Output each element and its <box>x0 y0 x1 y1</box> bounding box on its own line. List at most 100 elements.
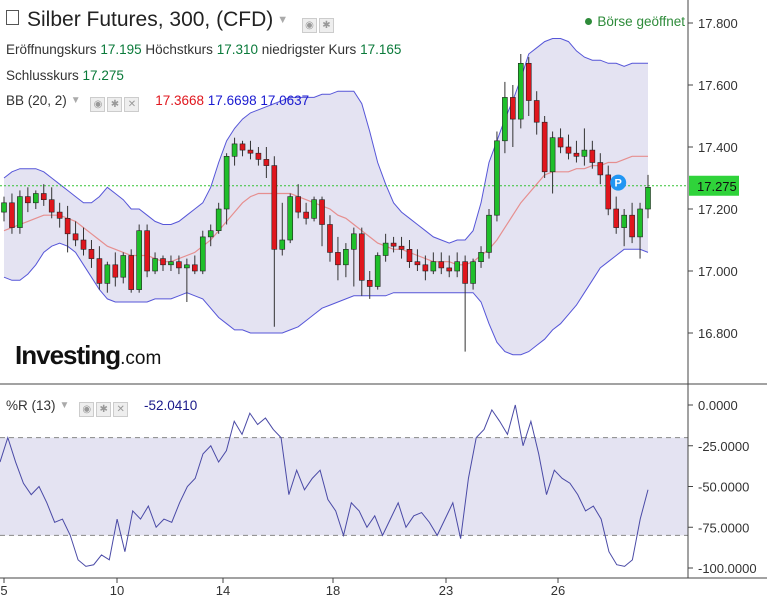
price-tick-label: 17.600 <box>698 78 738 93</box>
eye-icon[interactable]: ◉ <box>79 402 95 417</box>
candle-body <box>613 208 619 228</box>
status-dot-icon <box>585 18 593 25</box>
candle-body <box>454 261 460 272</box>
candle-body <box>398 245 405 250</box>
market-status: Börse geöffnet <box>585 14 685 29</box>
wr-band-fill <box>0 437 688 536</box>
candle-body <box>40 193 47 200</box>
candle-body <box>9 202 15 228</box>
candle-body <box>358 233 365 281</box>
williams-r-pane[interactable] <box>0 404 688 567</box>
bb-tools: ◉ ✱ ✕ <box>90 93 141 112</box>
candle-body <box>382 242 389 256</box>
candle-body <box>239 143 246 151</box>
candle-body <box>525 62 532 101</box>
candle-body <box>470 261 476 284</box>
eye-icon[interactable]: ◉ <box>301 18 317 33</box>
time-tick-label: 14 <box>216 583 230 598</box>
price-tick-label: 17.800 <box>698 16 738 31</box>
wr-tools: ◉ ✱ ✕ <box>79 398 130 417</box>
candle-body <box>430 261 437 272</box>
candle-body <box>136 230 142 290</box>
last-price-tag: 17.275 <box>689 175 739 196</box>
candle-body <box>414 261 421 266</box>
candle-body <box>621 214 627 228</box>
candle-body <box>48 199 55 213</box>
open-label: Eröffnungskurs <box>6 42 97 57</box>
candle-body <box>327 224 333 253</box>
candle-body <box>303 211 309 219</box>
high-label: Höchstkurs <box>145 42 213 57</box>
candle-body <box>597 162 604 176</box>
candle-body <box>486 214 492 253</box>
wr-tick-label: -25.0000 <box>698 439 749 454</box>
candle-body <box>343 249 349 266</box>
price-tick-label: 17.400 <box>698 140 738 155</box>
candle-body <box>406 249 413 263</box>
bb-legend[interactable]: BB (20, 2) ▼ ◉ ✱ ✕ 17.3668 17.6698 17.0637 <box>6 93 309 112</box>
candle-body <box>573 152 580 157</box>
p-marker[interactable]: P <box>610 174 627 191</box>
wr-tick-label: 0.0000 <box>698 398 738 413</box>
wr-tick-label: -75.0000 <box>698 520 749 535</box>
bb-middle-value: 17.3668 <box>155 93 205 108</box>
candle-body <box>502 97 508 142</box>
bb-middle-line <box>3 155 648 266</box>
price-tick-label: 17.000 <box>698 264 738 279</box>
candle-body <box>184 264 190 269</box>
price-pane[interactable]: P <box>0 38 688 356</box>
gear-icon[interactable]: ✱ <box>96 402 112 417</box>
candle-body <box>295 196 301 213</box>
window-icon <box>6 10 19 25</box>
time-tick-label: 10 <box>110 583 124 598</box>
candle-body <box>287 196 294 241</box>
eye-icon[interactable]: ◉ <box>90 97 106 112</box>
candle-body <box>176 261 182 269</box>
market-status-text: Börse geöffnet <box>597 14 685 29</box>
investing-logo: Investing.com <box>15 340 161 371</box>
candle-body <box>319 199 325 225</box>
close-icon[interactable]: ✕ <box>124 97 140 112</box>
candle-body <box>223 156 230 210</box>
time-tick-label: 26 <box>551 583 565 598</box>
candle-body <box>517 62 524 120</box>
close-icon[interactable]: ✕ <box>113 402 129 417</box>
candle-body <box>533 100 540 123</box>
candle-body <box>263 159 270 166</box>
candle-body <box>549 137 556 173</box>
p-marker-circle <box>610 174 627 191</box>
p-marker-label: P <box>615 178 622 190</box>
close-label: Schlusskurs <box>6 68 79 83</box>
candle-body <box>541 121 548 173</box>
ohl-row: Eröffnungskurs 17.195 Höchstkurs 17.310 … <box>6 42 401 57</box>
candle-body <box>128 255 135 290</box>
logo-main: Investing <box>15 340 121 370</box>
gear-icon[interactable]: ✱ <box>107 97 123 112</box>
chevron-down-icon[interactable]: ▼ <box>70 95 81 106</box>
bb-upper-line <box>3 38 648 244</box>
candle-body <box>152 258 158 272</box>
candle-body <box>581 149 588 157</box>
wr-legend[interactable]: %R (13) ▼ ◉ ✱ ✕ -52.0410 <box>6 398 197 417</box>
gear-icon[interactable]: ✱ <box>318 18 334 33</box>
candle-body <box>335 252 341 266</box>
candle-body <box>255 152 262 160</box>
candle-body <box>56 211 63 219</box>
wr-tick-label: -100.0000 <box>698 561 757 576</box>
candle-body <box>366 279 373 287</box>
wr-label: %R (13) <box>6 398 56 413</box>
candle-body <box>390 242 397 247</box>
candle-body <box>96 258 103 284</box>
candle-body <box>17 196 23 228</box>
candle-body <box>64 218 71 235</box>
time-tick-label: 23 <box>439 583 453 598</box>
wr-line <box>0 404 649 567</box>
chart-title[interactable]: Silber Futures, 300, (CFD) ▼ ◉ ✱ <box>6 8 346 33</box>
candle-body <box>192 264 198 272</box>
candle-body <box>605 174 612 210</box>
close-value: 17.275 <box>82 68 124 83</box>
chevron-down-icon[interactable]: ▼ <box>277 14 289 26</box>
chevron-down-icon[interactable]: ▼ <box>59 400 70 411</box>
